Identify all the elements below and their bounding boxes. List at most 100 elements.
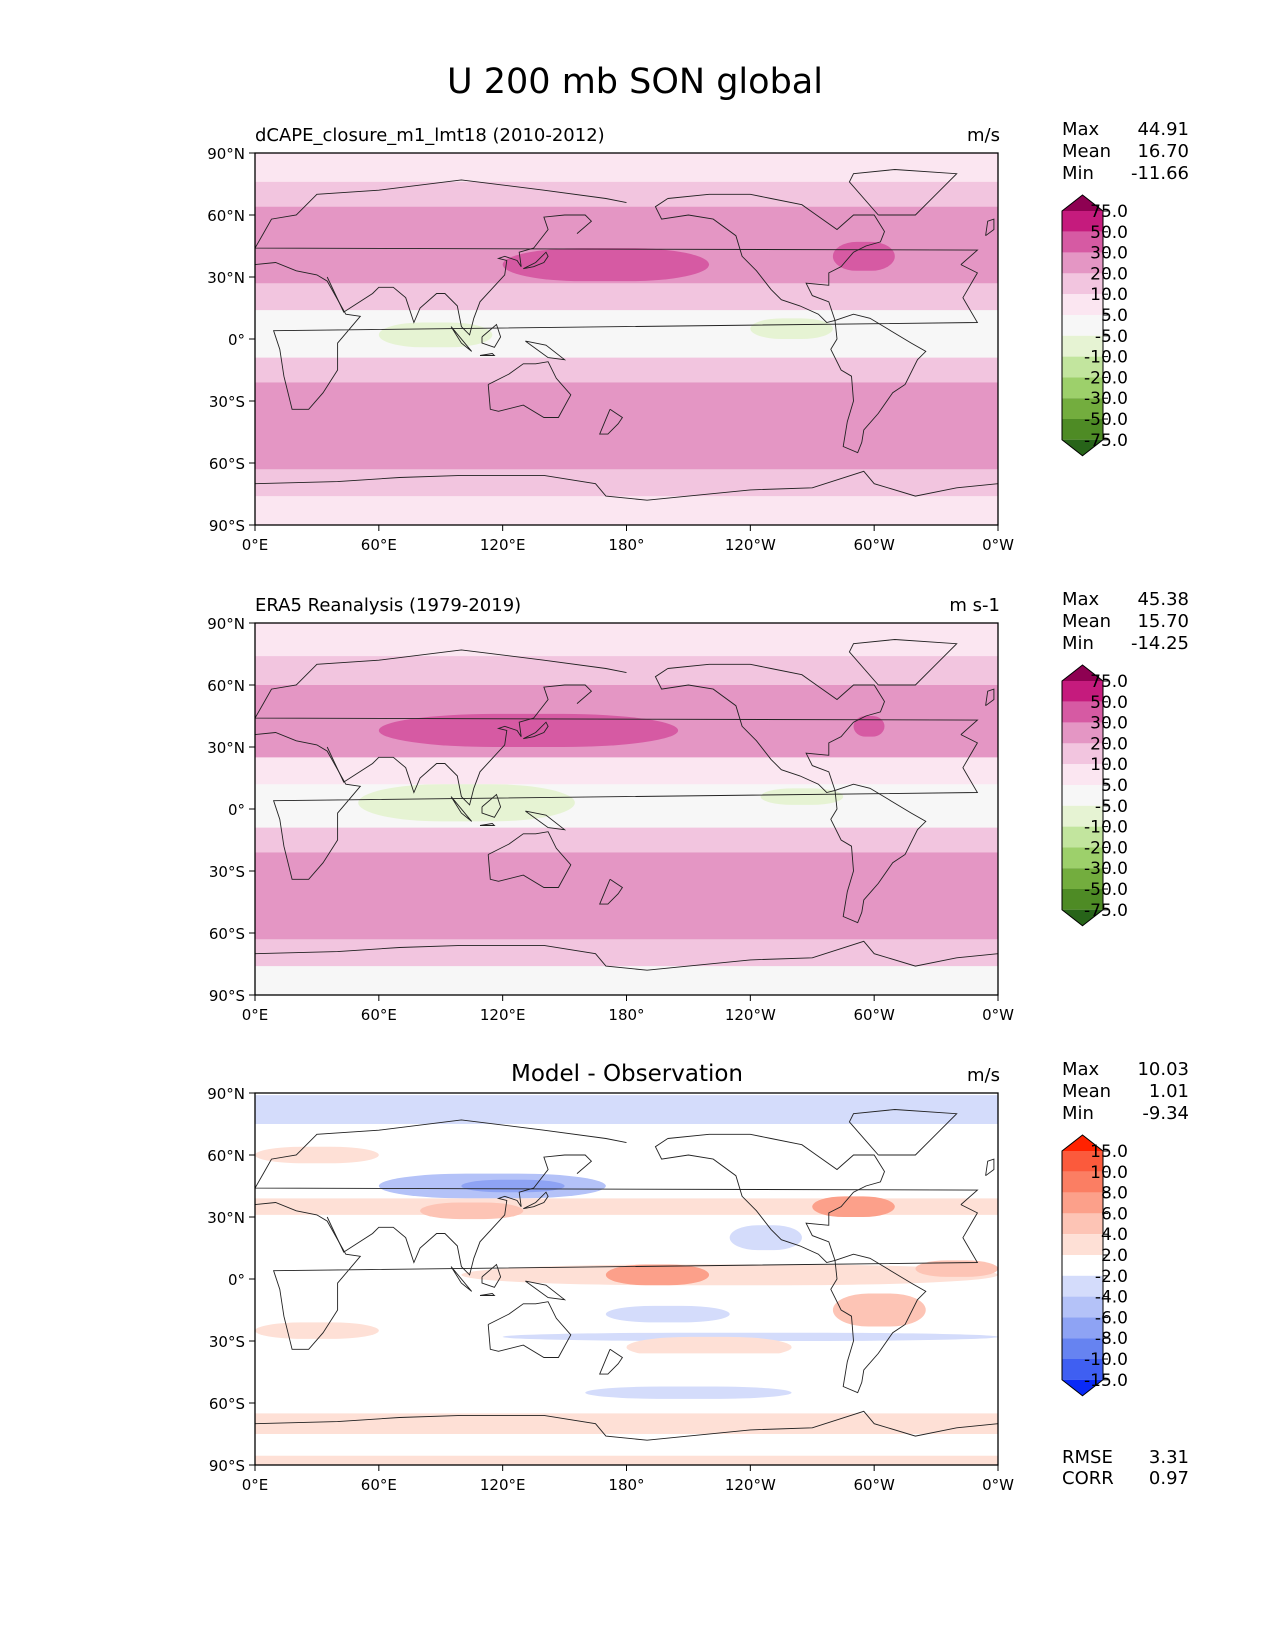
- stats-block: Max 45.38 Mean 15.70 Min -14.25: [1062, 589, 1189, 654]
- coastline: [523, 251, 549, 270]
- coastline: [481, 793, 502, 818]
- lat-tick-label: 90°N: [207, 615, 245, 633]
- stat-value: 1.01: [1149, 1081, 1189, 1102]
- coastline: [479, 1293, 496, 1296]
- colorbar-cell: [1062, 1192, 1103, 1214]
- colorbar-label: -2.0: [1095, 1267, 1128, 1287]
- lon-tick-label: 60°W: [853, 1006, 895, 1024]
- colorbar-label: -20.0: [1084, 838, 1128, 858]
- colorbar-cell: [1062, 211, 1103, 232]
- colorbar-cell: [1062, 826, 1103, 848]
- field-band: [502, 1332, 998, 1341]
- colorbar-label: -30.0: [1084, 389, 1128, 409]
- stat-value: -9.34: [1142, 1103, 1189, 1124]
- field-band: [832, 1293, 926, 1327]
- colorbar-cell: [1062, 231, 1103, 253]
- lat-tick-label: 60°N: [207, 677, 245, 695]
- colorbar-label: 30.0: [1090, 244, 1128, 264]
- field-band: [750, 318, 833, 339]
- colorbar-label: -50.0: [1084, 880, 1128, 900]
- stat-value: -14.25: [1131, 633, 1189, 654]
- lon-tick-label: 60°E: [361, 1006, 397, 1024]
- lat-tick-label: 30°N: [207, 739, 245, 757]
- coastline: [481, 323, 502, 348]
- lon-tick-label: 180°: [608, 536, 644, 554]
- field-band: [915, 1260, 998, 1277]
- stat-label: Max: [1062, 119, 1100, 140]
- colorbar-label: -30.0: [1084, 859, 1128, 879]
- colorbar-cell: [1062, 1213, 1103, 1235]
- colorbar-label: 20.0: [1090, 734, 1128, 754]
- lon-tick-label: 0°W: [982, 1476, 1014, 1494]
- coastline: [487, 361, 572, 418]
- colorbar-label: -20.0: [1084, 368, 1128, 388]
- panel-units: m/s: [967, 125, 1000, 146]
- field-band: [255, 283, 998, 313]
- colorbar-label: 15.0: [1090, 1142, 1128, 1162]
- coastline: [654, 1133, 886, 1263]
- colorbar-cell: [1062, 398, 1103, 419]
- colorbar-cell: [1062, 1317, 1103, 1339]
- colorbar-label: 10.0: [1090, 755, 1128, 775]
- colorbar-cell: [1062, 1275, 1103, 1297]
- field-band: [729, 1225, 802, 1251]
- panel-title-center: Model - Observation: [511, 1061, 743, 1087]
- panel-units: m s-1: [949, 595, 1000, 616]
- lat-tick-label: 90°N: [207, 145, 245, 163]
- colorbar-label: 4.0: [1101, 1225, 1128, 1245]
- field-band: [255, 432, 998, 474]
- lat-tick-label: 0°: [228, 331, 245, 349]
- coastline: [654, 663, 886, 793]
- panel-title-left: ERA5 Reanalysis (1979-2019): [255, 595, 521, 616]
- coastline: [525, 340, 567, 361]
- stat-value: -11.66: [1131, 163, 1189, 184]
- lat-tick-label: 0°: [228, 801, 245, 819]
- colorbar-extend-max: [1062, 1135, 1103, 1151]
- colorbar-cell: [1062, 681, 1103, 702]
- colorbar-label: 50.0: [1090, 693, 1128, 713]
- stat-label: Max: [1062, 589, 1100, 610]
- coastline: [487, 1301, 572, 1358]
- stats-block: Max 10.03 Mean 1.01 Min -9.34: [1062, 1059, 1189, 1124]
- field-band: [378, 322, 493, 348]
- coastline: [599, 878, 624, 905]
- panel-observation: ERA5 Reanalysis (1979-2019) m s-1 90°N 60…: [207, 589, 1189, 1024]
- field-band: [255, 1095, 998, 1124]
- field-band: [853, 716, 885, 737]
- lon-tick-label: 180°: [608, 1476, 644, 1494]
- colorbar-label: 10.0: [1090, 1163, 1128, 1183]
- field-band: [812, 1196, 895, 1217]
- lon-tick-label: 120°E: [480, 1006, 526, 1024]
- coastline: [487, 831, 572, 888]
- coastline: [525, 1280, 567, 1301]
- stat-value: 10.03: [1137, 1059, 1189, 1080]
- field-band: [378, 713, 679, 747]
- field-band: [585, 1386, 792, 1399]
- lat-tick-label: 0°: [228, 1271, 245, 1289]
- coastline: [450, 796, 473, 822]
- colorbar-label: -75.0: [1084, 901, 1128, 921]
- stat-label: Max: [1062, 1059, 1100, 1080]
- map-plot: 90°N 60°N 30°N 0° 30°S 60°S 90°S0°E 60°E 120°E 18…: [207, 615, 1014, 1024]
- lon-tick-label: 60°W: [853, 1476, 895, 1494]
- colorbar-cell: [1062, 847, 1103, 869]
- coastline: [599, 1348, 624, 1375]
- colorbar-label: 10.0: [1090, 285, 1128, 305]
- map-plot: 90°N 60°N 30°N 0° 30°S 60°S 90°S0°E 60°E 120°E 18…: [207, 145, 1014, 554]
- lat-tick-label: 60°S: [209, 925, 245, 943]
- colorbar: 75.050.030.020.010.05.0-5.0-10.0-20.0-30…: [1061, 194, 1128, 457]
- coastline: [255, 1410, 998, 1441]
- coastlines: [255, 1109, 998, 1441]
- figure-title: U 200 mb SON global: [447, 62, 823, 102]
- coastline: [830, 1253, 927, 1394]
- field-band: [255, 827, 998, 853]
- colorbar-extend-max: [1062, 665, 1103, 681]
- coastlines: [255, 639, 998, 971]
- field-band: [255, 1413, 998, 1434]
- colorbar-cell: [1062, 315, 1103, 336]
- panel-difference: Model - Observation m/s 90°N 60°N 30°N 0° 30…: [207, 1059, 1189, 1494]
- lat-tick-label: 60°S: [209, 455, 245, 473]
- field-band: [461, 1179, 565, 1193]
- coastline: [523, 721, 549, 740]
- rmse-value: 3.31: [1149, 1447, 1189, 1468]
